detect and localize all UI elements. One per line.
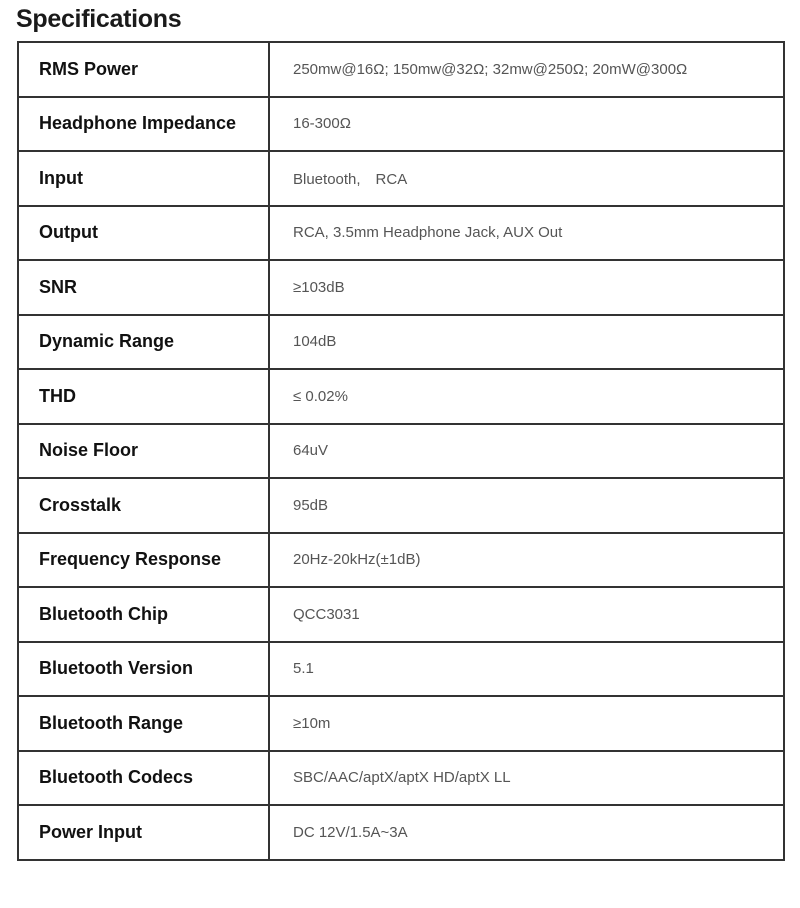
spec-value: DC 12V/1.5A~3A <box>268 804 785 861</box>
spec-value: 64uV <box>268 422 785 479</box>
spec-value: 95dB <box>268 477 785 534</box>
spec-row: Bluetooth Version 5.1 <box>17 640 785 697</box>
spec-value: SBC/AAC/aptX/aptX HD/aptX LL <box>268 749 785 806</box>
spec-row: THD ≤ 0.02% <box>17 368 785 425</box>
spec-row: Bluetooth Chip QCC3031 <box>17 586 785 643</box>
spec-value: QCC3031 <box>268 586 785 643</box>
spec-row: Crosstalk 95dB <box>17 477 785 534</box>
spec-value: 104dB <box>268 313 785 370</box>
spec-row: Dynamic Range 104dB <box>17 313 785 370</box>
spec-label: Power Input <box>17 804 270 861</box>
spec-row: Bluetooth Codecs SBC/AAC/aptX/aptX HD/apt… <box>17 749 785 806</box>
spec-value: RCA, 3.5mm Headphone Jack, AUX Out <box>268 204 785 261</box>
page-title: Specifications <box>16 5 182 33</box>
spec-label: Bluetooth Codecs <box>17 749 270 806</box>
spec-label: Frequency Response <box>17 531 270 588</box>
spec-value: 20Hz-20kHz(±1dB) <box>268 531 785 588</box>
spec-row: Headphone Impedance 16-300Ω <box>17 95 785 152</box>
spec-label: Input <box>17 150 270 207</box>
spec-label: Headphone Impedance <box>17 95 270 152</box>
spec-row: Bluetooth Range ≥10m <box>17 695 785 752</box>
spec-label: RMS Power <box>17 41 270 98</box>
spec-row: Frequency Response 20Hz-20kHz(±1dB) <box>17 531 785 588</box>
spec-value: 16-300Ω <box>268 95 785 152</box>
spec-value: ≤ 0.02% <box>268 368 785 425</box>
spec-label: Dynamic Range <box>17 313 270 370</box>
spec-row: Power Input DC 12V/1.5A~3A <box>17 804 785 861</box>
spec-label: SNR <box>17 259 270 316</box>
spec-label: THD <box>17 368 270 425</box>
spec-row: RMS Power 250mw@16Ω; 150mw@32Ω; 32mw@250Ω… <box>17 41 785 98</box>
spec-label: Noise Floor <box>17 422 270 479</box>
spec-row: Output RCA, 3.5mm Headphone Jack, AUX Out <box>17 204 785 261</box>
spec-value: Bluetooth, RCA <box>268 150 785 207</box>
spec-row: SNR ≥103dB <box>17 259 785 316</box>
spec-row: Noise Floor 64uV <box>17 422 785 479</box>
spec-label: Output <box>17 204 270 261</box>
spec-label: Bluetooth Version <box>17 640 270 697</box>
spec-value: ≥10m <box>268 695 785 752</box>
spec-value: ≥103dB <box>268 259 785 316</box>
spec-label: Bluetooth Chip <box>17 586 270 643</box>
spec-label: Crosstalk <box>17 477 270 534</box>
specifications-table: RMS Power 250mw@16Ω; 150mw@32Ω; 32mw@250Ω… <box>17 41 785 861</box>
spec-value: 250mw@16Ω; 150mw@32Ω; 32mw@250Ω; 20mW@30… <box>268 41 785 98</box>
spec-value: 5.1 <box>268 640 785 697</box>
spec-row: Input Bluetooth, RCA <box>17 150 785 207</box>
spec-label: Bluetooth Range <box>17 695 270 752</box>
